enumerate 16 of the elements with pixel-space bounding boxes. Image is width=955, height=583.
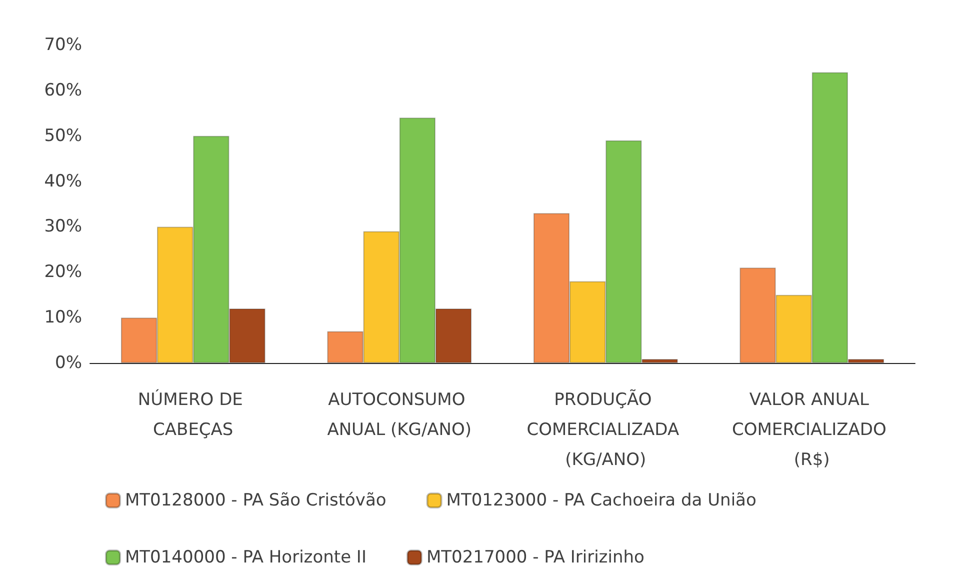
y-tick-label: 40% [44,171,82,192]
y-tick-label: 70% [44,35,82,55]
y-tick-label: 20% [44,262,82,282]
y-tick-label: 60% [44,80,82,100]
x-tick-label: PRODUÇÃO COMERCIALIZADA (KG/ANO) [526,389,684,470]
legend-label: MT0128000 - PA São Cristóvão [125,490,386,510]
y-tick-label: 10% [44,308,82,328]
x-tick-label: NÚMERO DE CABEÇAS [138,389,248,440]
legend-label: MT0123000 - PA Cachoeira da União [446,490,756,510]
y-tick-label: 50% [44,126,82,146]
y-tick-label: 0% [55,353,82,373]
legend-label: MT0217000 - PA Iririzinho [426,548,644,568]
x-tick-label: VALOR ANUAL COMERCIALIZADO (R$) [732,390,892,470]
y-tick-label: 30% [44,216,82,237]
x-tick-label: AUTOCONSUMO ANUAL (KG/ANO) [327,390,472,440]
legend-label: MT0140000 - PA Horizonte II [125,548,366,568]
